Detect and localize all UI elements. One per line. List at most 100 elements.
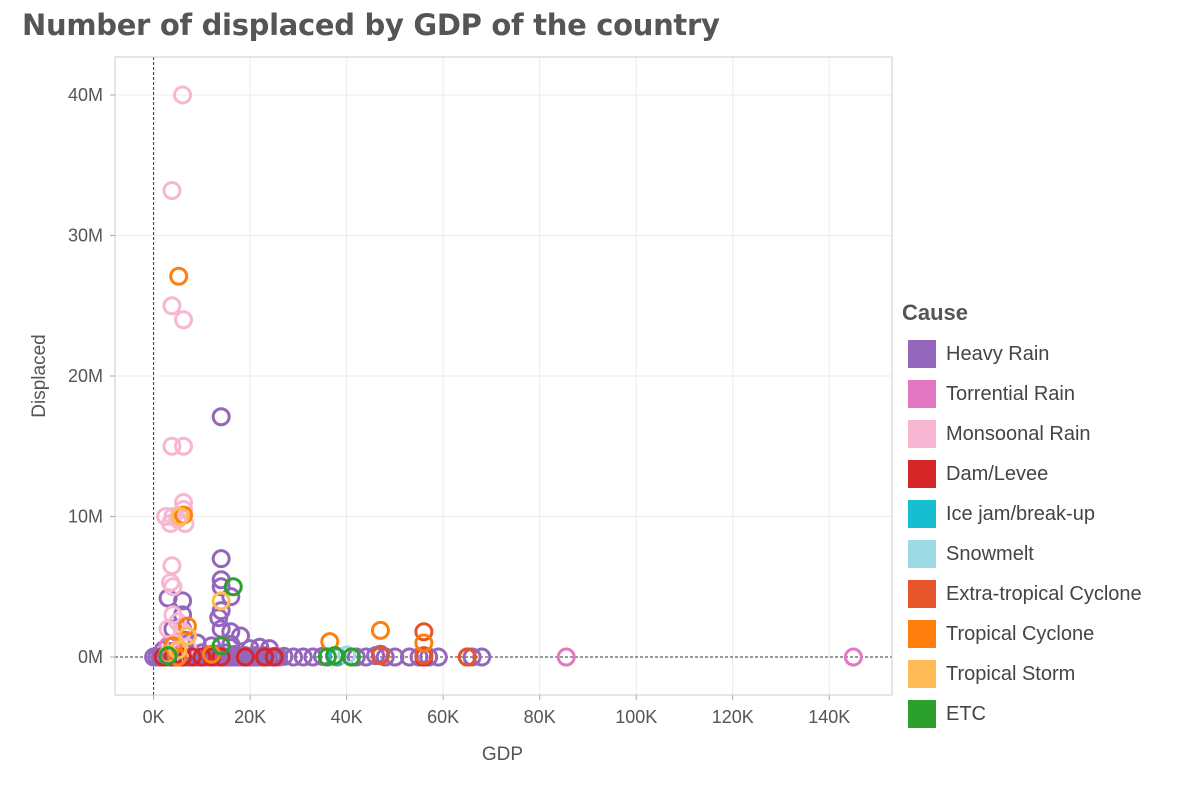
data-point	[162, 296, 182, 316]
legend-swatch	[908, 460, 936, 488]
data-point	[211, 407, 231, 427]
data-point	[211, 577, 231, 597]
legend-label: Snowmelt	[946, 542, 1034, 565]
legend-label: Ice jam/break-up	[946, 502, 1095, 525]
legend-swatch	[908, 580, 936, 608]
data-point	[843, 647, 863, 667]
legend-item[interactable]: Tropical Storm	[902, 654, 1142, 694]
legend-swatch	[908, 420, 936, 448]
data-point	[370, 646, 390, 666]
data-point	[264, 647, 284, 667]
legend-label: Torrential Rain	[946, 382, 1075, 405]
data-point	[211, 636, 231, 656]
data-point	[162, 181, 182, 201]
data-point	[173, 591, 193, 611]
chart-title: Number of displaced by GDP of the countr…	[22, 8, 720, 42]
legend-swatch	[908, 540, 936, 568]
legend-swatch	[908, 620, 936, 648]
grid	[115, 57, 892, 695]
legend-label: Monsoonal Rain	[946, 422, 1091, 445]
axes: 0K 20K 40K 60K 80K 100K 120K 140K 0M 10M 20M 30M 40M…	[29, 56, 893, 765]
legend-title: Cause	[902, 300, 969, 325]
data-point	[274, 646, 294, 666]
data-point	[370, 620, 390, 640]
data-point	[284, 647, 304, 667]
legend-label: ETC	[946, 702, 986, 725]
data-point	[255, 647, 275, 667]
data-point	[414, 622, 434, 642]
legend-swatch	[908, 700, 936, 728]
data-point	[221, 622, 241, 642]
x-tick-label: 100K	[615, 707, 657, 727]
data-point	[174, 436, 194, 456]
data-point	[169, 266, 189, 286]
y-tick-label: 40M	[68, 85, 103, 105]
legend-label: Dam/Levee	[946, 462, 1049, 485]
data-point	[168, 640, 188, 660]
legend-label: Tropical Cyclone	[946, 622, 1095, 645]
x-tick-label: 120K	[712, 707, 754, 727]
y-tick-label: 10M	[68, 507, 103, 527]
data-point	[211, 549, 231, 569]
legend-item[interactable]: ETC	[902, 694, 1142, 734]
data-points	[144, 85, 863, 667]
data-point	[182, 647, 202, 667]
data-point	[170, 507, 190, 527]
x-tick-label: 60K	[427, 707, 459, 727]
x-axis-label: GDP	[482, 744, 523, 765]
x-tick-label: 40K	[331, 707, 363, 727]
data-point	[158, 646, 178, 666]
legend-item[interactable]: Heavy Rain	[902, 334, 1142, 374]
legend-item[interactable]: Monsoonal Rain	[902, 414, 1142, 454]
data-point	[293, 647, 313, 667]
data-point	[245, 646, 265, 666]
reference-lines	[115, 57, 892, 695]
legend-item[interactable]: Dam/Levee	[902, 454, 1142, 494]
data-point	[414, 633, 434, 653]
legend-item[interactable]: Torrential Rain	[902, 374, 1142, 414]
data-point	[168, 647, 188, 667]
y-tick-label: 20M	[68, 366, 103, 386]
legend-item[interactable]: Extra-tropical Cyclone	[902, 574, 1142, 614]
data-point	[472, 647, 492, 667]
data-point	[162, 556, 182, 576]
data-point	[174, 310, 194, 330]
y-tick-label: 0M	[78, 647, 103, 667]
legend-item[interactable]: Tropical Cyclone	[902, 614, 1142, 654]
data-point	[235, 647, 255, 667]
x-tick-label: 140K	[808, 707, 850, 727]
data-point	[177, 616, 197, 636]
x-tick-label: 0K	[143, 707, 165, 727]
data-point	[192, 647, 212, 667]
x-tick-label: 20K	[234, 707, 266, 727]
legend: Cause Heavy Rain Torrential Rain Monsoonal…	[902, 300, 1142, 734]
data-point	[317, 647, 337, 667]
data-point	[556, 647, 576, 667]
data-point	[303, 647, 323, 667]
legend-swatch	[908, 660, 936, 688]
data-point	[457, 647, 477, 667]
legend-label: Extra-tropical Cyclone	[946, 582, 1142, 605]
x-tick-label: 80K	[524, 707, 556, 727]
y-tick-label: 30M	[68, 225, 103, 245]
legend-item[interactable]: Ice jam/break-up	[902, 494, 1142, 534]
data-point	[223, 577, 243, 597]
legend-label: Heavy Rain	[946, 342, 1050, 365]
legend-swatch	[908, 500, 936, 528]
data-point	[414, 646, 434, 666]
data-point	[173, 85, 193, 105]
legend-items: Heavy Rain Torrential Rain Monsoonal Rain D…	[902, 334, 1142, 734]
legend-swatch	[908, 380, 936, 408]
data-point	[162, 436, 182, 456]
y-axis-label: Displaced	[29, 334, 50, 417]
data-point	[211, 591, 231, 611]
legend-swatch	[908, 340, 936, 368]
legend-label: Tropical Storm	[946, 662, 1076, 685]
data-point	[325, 646, 345, 666]
data-point	[177, 626, 197, 646]
legend-item[interactable]: Snowmelt	[902, 534, 1142, 574]
data-point	[211, 647, 231, 667]
data-point	[163, 577, 183, 597]
data-point	[221, 587, 241, 607]
